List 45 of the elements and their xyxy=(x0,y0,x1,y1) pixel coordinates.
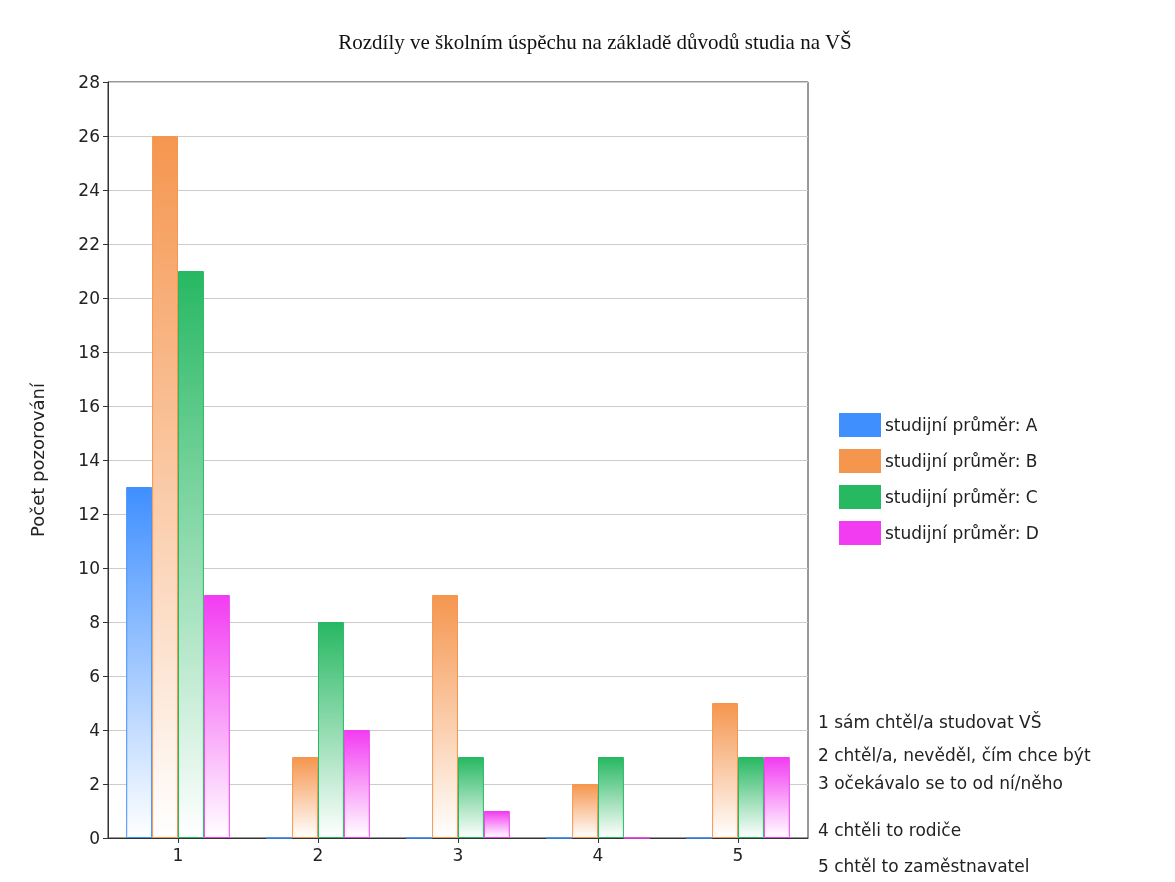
bar xyxy=(178,271,204,838)
text: 5 chtěl to zaměstnavatel xyxy=(818,855,1030,876)
legend-label: studijní průměr: A xyxy=(885,415,1038,435)
y-tick-label: 20 xyxy=(78,288,100,308)
y-tick-label: 16 xyxy=(78,396,100,416)
legend-label: studijní průměr: B xyxy=(885,451,1038,471)
y-axis-title: Počet pozorování xyxy=(26,382,48,537)
y-tick-label: 26 xyxy=(78,126,100,146)
bar xyxy=(572,784,598,838)
bar xyxy=(343,730,370,838)
y-tick-label: 28 xyxy=(78,72,100,92)
text: 2 chtěl/a, nevěděl, čím chce být xyxy=(818,744,1091,765)
bar xyxy=(712,703,738,838)
x-tick-label: 1 xyxy=(172,844,184,865)
y-tick-label: 4 xyxy=(89,720,100,740)
y-tick-label: 2 xyxy=(89,774,100,794)
bar xyxy=(292,757,318,838)
y-tick-label: 8 xyxy=(89,612,100,632)
bar xyxy=(458,757,484,838)
y-tick-label: 14 xyxy=(78,450,100,470)
x-tick-label: 3 xyxy=(452,844,464,865)
y-tick-label: 12 xyxy=(78,504,100,524)
x-tick-label: 2 xyxy=(312,844,324,865)
x-tick-label: 5 xyxy=(732,844,744,865)
bar xyxy=(598,757,624,838)
bar xyxy=(738,757,764,838)
legend-label: studijní průměr: D xyxy=(885,523,1039,543)
text: 4 chtěli to rodiče xyxy=(818,819,962,840)
bar xyxy=(763,757,790,838)
legend-label: studijní průměr: C xyxy=(885,487,1038,507)
y-tick-label: 0 xyxy=(89,828,100,848)
y-tick-label: 6 xyxy=(89,666,100,686)
text: 1 sám chtěl/a studovat VŠ xyxy=(818,710,1042,732)
bar xyxy=(152,136,178,838)
bar xyxy=(483,811,510,838)
bar xyxy=(432,595,458,838)
y-tick-label: 22 xyxy=(78,234,100,254)
bar xyxy=(203,595,230,838)
text: 3 očekávalo se to od ní/něho xyxy=(818,772,1063,793)
chart-title: Rozdíly ve školním úspěchu na základě důvodů studia na VŠ xyxy=(338,29,852,54)
bar xyxy=(318,622,344,838)
x-tick-label: 4 xyxy=(592,844,604,865)
y-tick-label: 18 xyxy=(78,342,100,362)
y-tick-label: 10 xyxy=(78,558,100,578)
y-tick-label: 24 xyxy=(78,180,100,200)
